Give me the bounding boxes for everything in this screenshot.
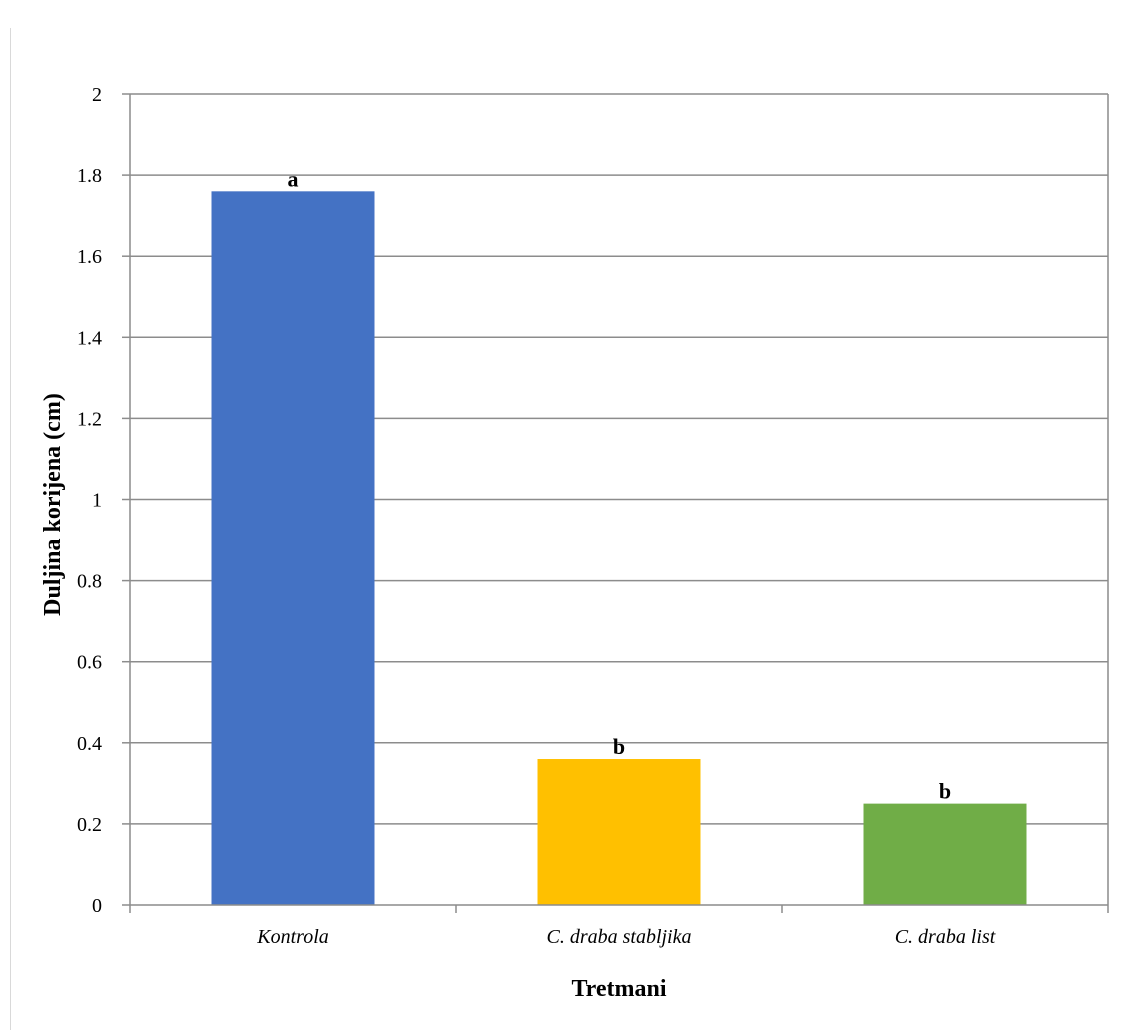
bar-data-label: b — [939, 779, 951, 804]
bar-data-label: a — [288, 166, 299, 191]
bar-data-label: b — [613, 734, 625, 759]
y-tick-label: 1.8 — [77, 165, 102, 187]
y-tick-label: 1.6 — [77, 246, 102, 268]
y-tick-label: 0.2 — [77, 814, 102, 836]
y-tick-label: 0.4 — [77, 733, 102, 755]
axes — [122, 93, 1109, 913]
bar-2 — [863, 803, 1027, 905]
bars — [211, 191, 1027, 905]
y-axis-title: Duljina korijena (cm) — [40, 393, 66, 616]
y-tick-label: 1.4 — [77, 327, 102, 349]
labels: 0 0.2 0.4 0.6 0.8 1 1.2 1.4 1.6 1.8 2 a Kontrola b C. … — [77, 84, 996, 948]
bar-0 — [211, 191, 375, 905]
y-tick-label: 1.2 — [77, 408, 102, 430]
y-tick-label: 0 — [92, 895, 102, 917]
x-axis-title: Tretmani — [571, 976, 666, 1002]
y-tick-label: 2 — [92, 84, 102, 106]
bar-1 — [537, 759, 701, 905]
y-tick-label: 0.8 — [77, 571, 102, 593]
y-tick-label: 0.6 — [77, 652, 102, 674]
x-category-label: C. draba stabljika — [546, 926, 691, 948]
x-category-label: Kontrola — [256, 926, 329, 948]
y-tick-label: 1 — [92, 490, 102, 512]
x-category-label: C. draba list — [895, 926, 996, 948]
left-border-line — [10, 28, 11, 1030]
